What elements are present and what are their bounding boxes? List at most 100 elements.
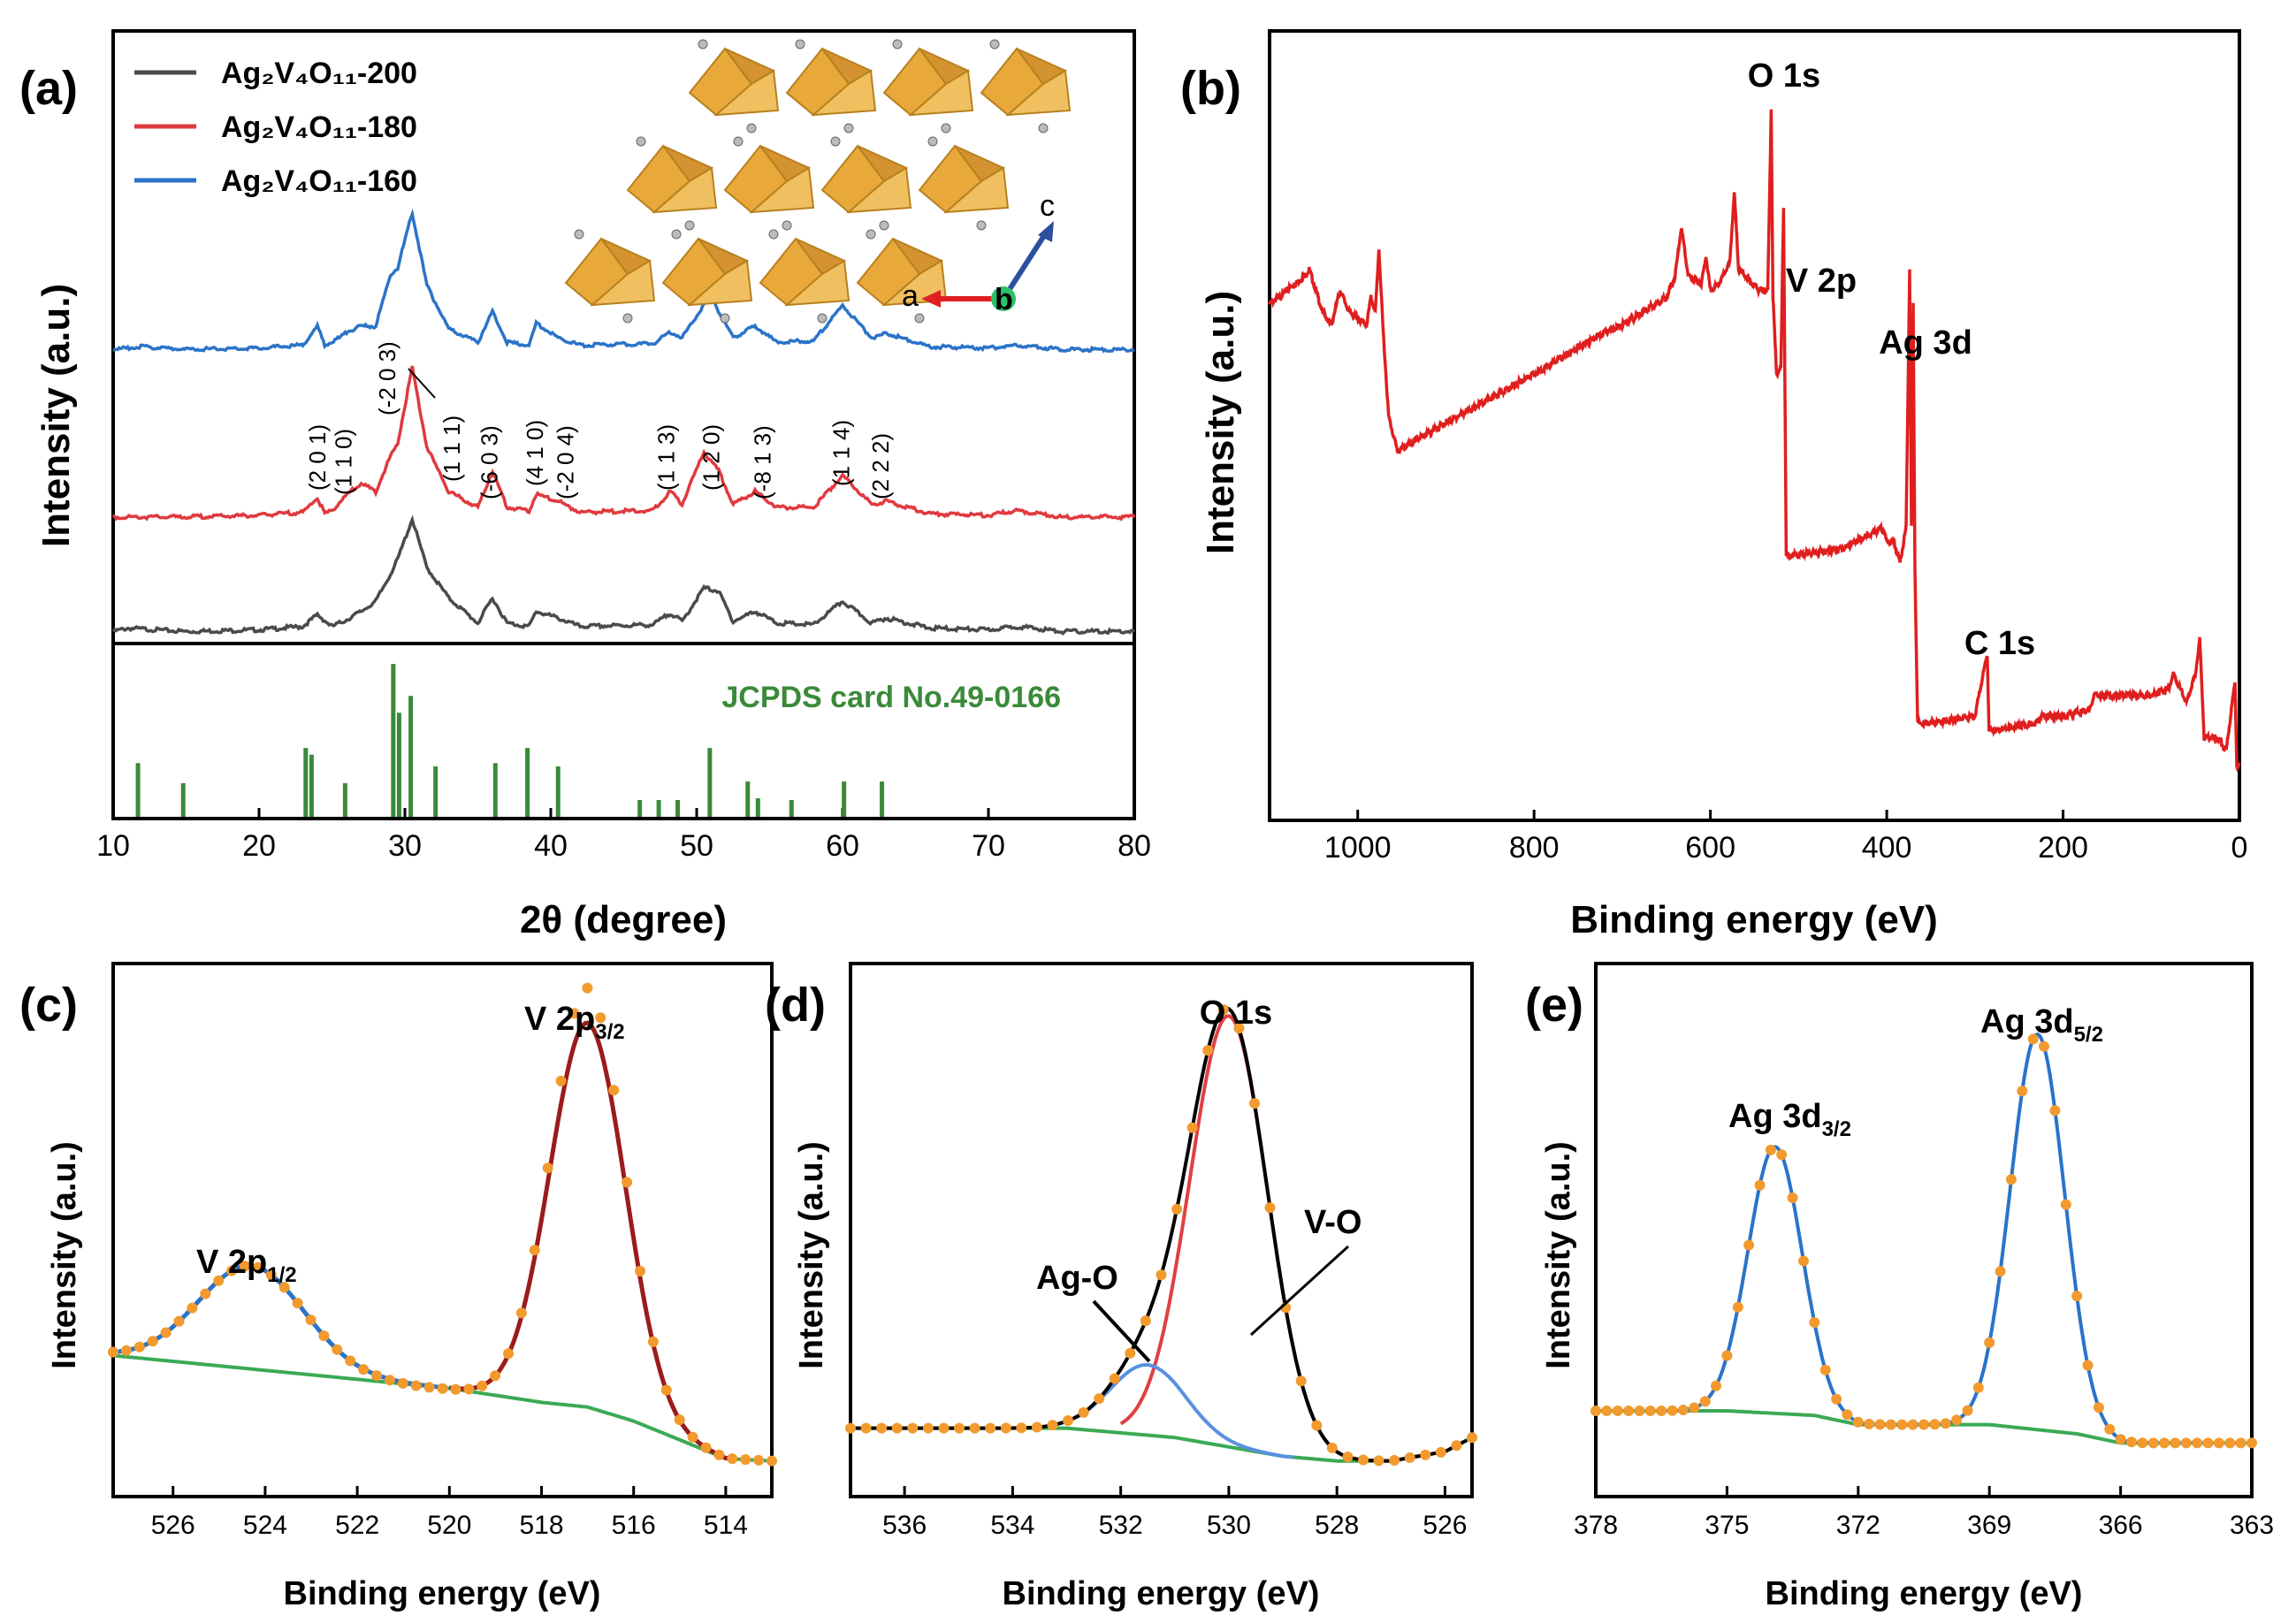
a-x-tick-label-4: 50: [680, 829, 713, 863]
panel-c-xaxis: 526 524 522 520 518 516 514: [151, 1486, 748, 1540]
axis-c-label: c: [1040, 189, 1055, 223]
data-point: [2159, 1437, 2170, 1449]
ag-atom: [684, 220, 695, 231]
data-point: [1140, 1315, 1151, 1327]
data-point: [371, 1370, 382, 1382]
data-point: [969, 1422, 980, 1434]
data-point: [2246, 1437, 2257, 1449]
d-x-tick-label-0: 536: [882, 1511, 927, 1540]
data-point: [1634, 1406, 1645, 1416]
panel-c-label: (c): [19, 979, 78, 1032]
peak-ag3d52-main: Ag 3d: [1980, 1003, 2074, 1040]
panel-b-ylabel: Intensity (a.u.): [1199, 291, 1242, 554]
panel-a-legend: Ag₂V₄O₁₁-200 Ag₂V₄O₁₁-180 Ag₂V₄O₁₁-160: [134, 57, 417, 198]
data-point: [1699, 1396, 1711, 1407]
v-o-pointer: [1249, 1245, 1350, 1337]
data-point: [687, 1431, 698, 1443]
data-point: [985, 1422, 996, 1434]
fit-ag3d: [1661, 1032, 2208, 1445]
e-x-tick-label-4: 366: [2099, 1511, 2143, 1540]
b-x-tick-label-3: 400: [1862, 831, 1912, 865]
data-point: [1016, 1422, 1027, 1434]
ag-atom: [574, 229, 584, 240]
crystal-axes: a b c: [902, 189, 1055, 316]
legend-label-180: Ag₂V₄O₁₁-180: [221, 110, 417, 144]
panel-b: (b) Intensity (a.u.) 1000 800 600 400 200 0 B…: [1180, 29, 2247, 941]
data-point: [1590, 1406, 1601, 1416]
c-x-tick-label-1: 524: [243, 1511, 287, 1540]
data-point: [318, 1330, 330, 1342]
panel-d-label: (d): [765, 979, 826, 1032]
panel-a-reference-bars: [135, 664, 885, 817]
data-point: [1852, 1416, 1864, 1428]
c-x-tick-label-3: 520: [427, 1511, 471, 1540]
data-point: [1156, 1269, 1167, 1281]
data-point: [450, 1383, 461, 1395]
panel-e-frame: [1594, 962, 2254, 1498]
data-point: [1962, 1405, 1973, 1416]
peak-c1s-label: C 1s: [1964, 625, 2035, 662]
hkl-label-11: (2 2 2): [867, 433, 894, 499]
data-point: [1295, 1375, 1307, 1387]
axis-b-dot: [991, 286, 1016, 311]
data-point: [674, 1414, 685, 1426]
hkl-label-3: (1 1 1): [439, 415, 465, 482]
hkl-label-1: (1 1 0): [331, 429, 357, 495]
a-x-tick-label-0: 10: [96, 829, 130, 863]
data-point: [332, 1344, 343, 1355]
data-point: [1202, 1045, 1214, 1056]
series-line-1: [111, 365, 1136, 522]
e-x-tick-label-5: 363: [2230, 1511, 2274, 1540]
ag-atom: [746, 123, 757, 133]
panel-a: (a) Intensity (a.u.) 10 20 30 40 50 60 70 80 2θ…: [19, 29, 1151, 941]
data-point: [1233, 1023, 1245, 1034]
fit-ag-o: [1039, 1363, 1294, 1459]
panel-a-xlabel: 2θ (degree): [520, 898, 727, 941]
data-point: [1656, 1406, 1667, 1416]
data-point: [2049, 1105, 2061, 1116]
ag-atom: [927, 136, 938, 147]
fit-envelope: [851, 1006, 1468, 1463]
panel-c-ylabel: Intensity (a.u.): [46, 1141, 83, 1369]
data-point: [1819, 1364, 1831, 1375]
peak-ag3d32-sub: 3/2: [1822, 1117, 1851, 1141]
panel-b-xaxis: 1000 800 600 400 200 0: [1324, 810, 2247, 865]
data-point: [108, 1346, 118, 1358]
ag-atom: [698, 39, 708, 50]
ag-atom: [733, 136, 744, 147]
data-point: [1047, 1420, 1058, 1431]
vo-polyhedron: [749, 166, 815, 214]
panel-d-frame: [849, 962, 1474, 1498]
panel-a-ylabel: Intensity (a.u.): [34, 284, 78, 547]
a-x-tick-label-1: 20: [242, 829, 276, 863]
data-point: [1264, 1202, 1276, 1214]
data-point: [1326, 1442, 1338, 1453]
data-point: [2017, 1086, 2028, 1097]
peak-ag3d52-sub: 5/2: [2074, 1023, 2103, 1047]
data-point: [1311, 1420, 1323, 1431]
data-point: [1929, 1419, 1941, 1430]
data-point: [1765, 1144, 1776, 1155]
data-point: [2192, 1437, 2203, 1449]
data-point: [463, 1383, 475, 1395]
panel-d-xlabel: Binding energy (eV): [1003, 1575, 1320, 1612]
peak-ag3d32-main: Ag 3d: [1728, 1098, 1822, 1135]
ag-atom: [636, 136, 646, 147]
vo-polyhedron: [652, 166, 718, 214]
data-point: [1667, 1405, 1678, 1416]
data-point: [1000, 1422, 1011, 1434]
ag-atom: [622, 313, 633, 324]
data-point: [595, 1012, 606, 1024]
data-point: [1864, 1418, 1875, 1429]
data-point: [1094, 1393, 1105, 1405]
data-point: [2060, 1199, 2071, 1210]
data-point: [1435, 1446, 1446, 1458]
vo-polyhedron: [590, 259, 656, 307]
peak-v2p32-sub: 3/2: [595, 1020, 624, 1044]
ag-o-label: Ag-O: [1036, 1260, 1118, 1297]
peak-v2p12-sub: 1/2: [267, 1263, 296, 1287]
axis-c-arrow: [1001, 232, 1048, 301]
data-point: [2027, 1033, 2039, 1045]
e-x-tick-label-1: 375: [1705, 1511, 1749, 1540]
crystal-structure-inset: [564, 39, 1072, 324]
